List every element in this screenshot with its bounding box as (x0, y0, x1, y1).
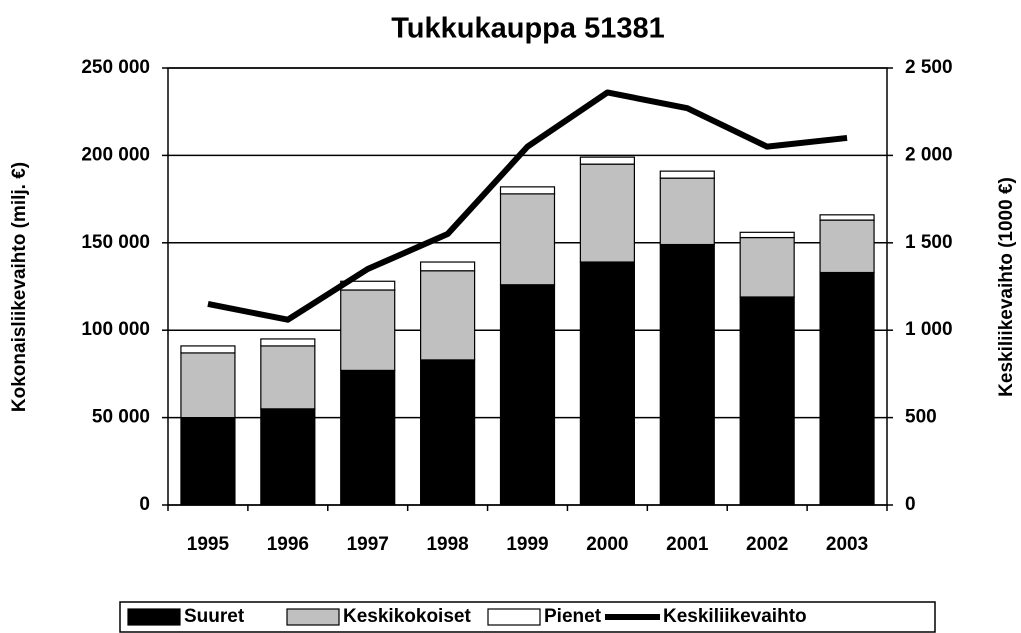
bar (659, 177, 715, 246)
bar (659, 170, 715, 179)
legend-swatch (487, 608, 541, 626)
bar (180, 345, 236, 354)
y-tick-label: 0 (139, 494, 150, 515)
x-tick-label: 1995 (187, 534, 230, 555)
bar (340, 289, 396, 372)
y2-tick-label: 2 000 (905, 144, 953, 165)
bar (579, 156, 635, 165)
bar (819, 214, 875, 221)
chart-title: Tukkukauppa 51381 (391, 13, 664, 45)
bar (420, 359, 476, 506)
x-tick-label: 1999 (506, 534, 548, 555)
y-tick-label: 150 000 (81, 232, 150, 253)
bar (579, 163, 635, 263)
bar (739, 296, 795, 506)
x-tick-label: 2003 (826, 534, 868, 555)
x-tick-label: 2000 (586, 534, 628, 555)
y-tick-label: 200 000 (81, 144, 150, 165)
bar (739, 236, 795, 298)
legend-label: Keskiliikevaihto (663, 606, 807, 627)
bar (499, 193, 556, 286)
y2-tick-label: 1 000 (905, 319, 953, 340)
y2-tick-label: 500 (905, 407, 937, 428)
bar (579, 261, 635, 506)
x-tick-label: 2001 (666, 534, 709, 555)
line (207, 89, 848, 323)
y2-axis-label: Keskiliikevaihto (1000 €) (996, 177, 1017, 397)
legend-label: Keskikokoiset (343, 606, 471, 627)
bar (180, 352, 236, 419)
bar (499, 284, 556, 506)
y2-tick-label: 0 (905, 494, 916, 515)
y-tick-label: 50 000 (92, 407, 150, 428)
legend-swatch (127, 608, 181, 626)
legend-label: Suuret (184, 606, 245, 627)
y-tick-label: 100 000 (81, 319, 150, 340)
x-tick-label: 1996 (267, 534, 309, 555)
y2-tick-label: 1 500 (905, 232, 953, 253)
y2-tick-label: 2 500 (905, 57, 953, 78)
legend-label: Pienet (544, 606, 602, 627)
bar (260, 345, 316, 410)
legend-swatch (286, 608, 340, 626)
bar (260, 408, 316, 506)
bar (260, 338, 316, 347)
y-tick-label: 250 000 (81, 57, 150, 78)
bar (739, 231, 795, 239)
bar (819, 271, 875, 506)
bar (499, 186, 556, 195)
bar (340, 369, 396, 506)
bar (180, 417, 236, 506)
bar (819, 219, 875, 274)
y-axis-label: Kokonaisliikevaihto (milj. €) (9, 162, 30, 412)
bar (420, 270, 476, 361)
bar (659, 243, 715, 506)
x-tick-label: 1997 (347, 534, 389, 555)
x-tick-label: 1998 (426, 534, 468, 555)
bar (420, 261, 476, 272)
x-tick-label: 2002 (746, 534, 788, 555)
